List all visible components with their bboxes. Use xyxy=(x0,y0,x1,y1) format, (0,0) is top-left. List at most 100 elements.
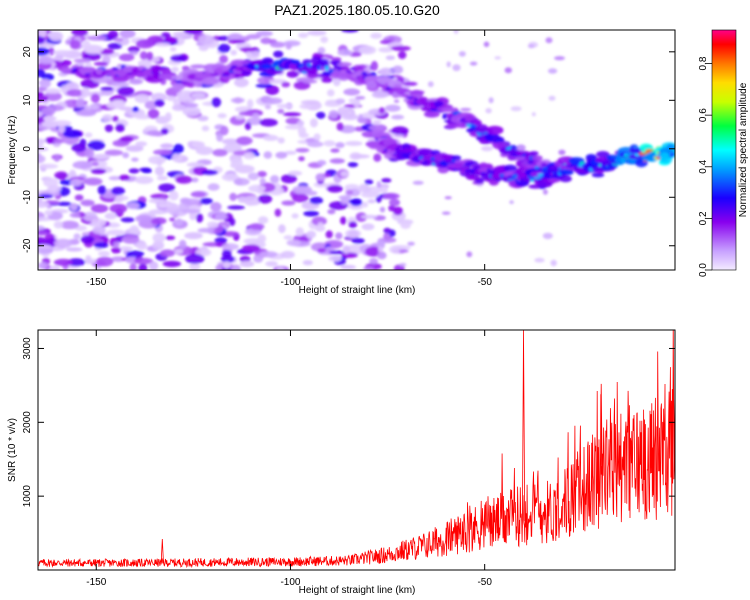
spectrogram-noise-cell xyxy=(326,185,343,193)
spectrogram-noise-cell xyxy=(85,255,92,265)
spectrogram-ridge-cell xyxy=(337,62,352,67)
spectrogram-noise-cell xyxy=(242,244,261,253)
snr-x-axis-label: Height of straight line (km) xyxy=(299,585,416,596)
spectrogram-noise-cell xyxy=(38,142,44,148)
spectrogram-noise-cell xyxy=(43,115,57,122)
spectrogram-noise-cell xyxy=(133,257,154,265)
spectrogram-noise-cell xyxy=(348,221,358,229)
spectrogram-noise-cell xyxy=(74,194,84,201)
spectrogram-noise-cell xyxy=(121,234,140,244)
spectrogram-ridge-cell xyxy=(286,70,299,78)
colorbar-frame xyxy=(711,29,737,271)
spectrogram-noise-cell xyxy=(269,78,287,84)
spectrogram-noise-cell xyxy=(101,114,113,123)
spectrogram-ridge-cell xyxy=(366,80,378,89)
spectrogram-noise-cell xyxy=(191,92,206,99)
spectrogram-noise-cell xyxy=(259,251,278,258)
spectrogram-noise-cell xyxy=(100,86,115,91)
spectrogram-noise-cell xyxy=(164,36,178,43)
spectrogram-noise-cell xyxy=(295,148,310,153)
spectrogram-noise-cell xyxy=(337,49,353,56)
spectrogram-noise-cell xyxy=(316,111,326,119)
spectrogram-noise-cell xyxy=(169,217,176,222)
spectrogram-noise-cell xyxy=(230,97,245,104)
spectrogram-noise-cell xyxy=(373,153,382,162)
spectrogram-noise-cell xyxy=(446,61,451,68)
spectrogram-noise-cell xyxy=(54,171,69,180)
spectrogram-noise-cell xyxy=(93,61,109,66)
spectrogram-noise-cell xyxy=(210,202,222,212)
spectrogram-noise-cell xyxy=(131,157,139,162)
spectrogram-noise-cell xyxy=(364,179,374,185)
spectrogram-noise-cell xyxy=(229,192,237,201)
spectrogram-ridge-cell xyxy=(368,124,386,131)
spectrogram-noise-cell xyxy=(38,111,43,118)
spectrogram-noise-cell xyxy=(190,64,206,69)
spectrogram-noise-cell xyxy=(173,98,181,107)
spectrogram-noise-cell xyxy=(542,232,553,240)
spectrogram-noise-cell xyxy=(265,261,278,267)
spectrogram-noise-cell xyxy=(53,258,73,266)
spectrogram-noise-cell xyxy=(165,235,176,240)
spectrogram-noise-cell xyxy=(38,138,47,144)
spectrogram-noise-cell xyxy=(120,217,135,223)
spectrogram-noise-cell xyxy=(332,76,341,87)
spectrogram-noise-cell xyxy=(298,32,309,38)
spectrogram-noise-cell xyxy=(388,205,396,212)
spectrogram-noise-cell xyxy=(313,133,321,141)
spectrogram-noise-cell xyxy=(154,166,165,176)
spectrogram-noise-cell xyxy=(84,148,95,159)
spectrogram-noise-cell xyxy=(391,114,405,120)
colorbar-gradient xyxy=(712,30,736,270)
spectrogram-noise-cell xyxy=(369,258,378,265)
spectrogram-noise-cell xyxy=(527,44,535,49)
spectrogram-ridge-cell xyxy=(403,81,418,86)
spectrogram-noise-cell xyxy=(341,252,358,258)
spectrogram-noise-cell xyxy=(259,118,278,127)
spectrogram-noise-cell xyxy=(179,197,191,204)
spectrogram-noise-cell xyxy=(282,112,302,117)
spectrogram-noise-cell xyxy=(38,36,45,45)
spectrogram-noise-cell xyxy=(245,200,255,206)
spectrogram-noise-cell xyxy=(378,47,394,53)
spectrogram-noise-cell xyxy=(227,205,246,210)
spectrogram-x-tick-label: -100 xyxy=(280,277,300,288)
spectrogram-noise-cell xyxy=(129,225,140,236)
spectrogram-noise-cell xyxy=(217,35,231,41)
spectrogram-ridge-cell xyxy=(409,90,425,95)
spectrogram-noise-cell xyxy=(379,67,393,77)
spectrogram-noise-cell xyxy=(360,214,378,219)
snr-y-tick-label: 2000 xyxy=(22,411,33,434)
spectrogram-noise-cell xyxy=(66,89,84,97)
spectrogram-noise-cell xyxy=(341,30,359,33)
spectrogram-noise-cell xyxy=(320,36,329,43)
spectrogram-noise-cell xyxy=(220,125,229,136)
spectrogram-noise-cell xyxy=(317,248,326,253)
colorbar-tick-label: 0.8 xyxy=(698,56,709,70)
spectrogram-noise-cell xyxy=(38,231,48,236)
spectrogram-noise-cell xyxy=(185,253,205,264)
spectrogram-noise-cell xyxy=(327,89,335,97)
spectrogram-noise-cell xyxy=(111,247,122,254)
spectrogram-noise-cell xyxy=(119,30,136,39)
spectrogram-noise-cell xyxy=(258,194,273,204)
spectrogram-ridge-cell xyxy=(475,124,489,134)
spectrogram-noise-cell xyxy=(135,39,154,49)
spectrogram-ridge-cell xyxy=(445,123,460,129)
spectrogram-noise-cell xyxy=(197,227,215,233)
spectrogram-noise-cell xyxy=(247,99,254,109)
spectrogram-ridge-cell xyxy=(559,175,572,183)
spectrogram-noise-cell xyxy=(335,232,343,240)
spectrogram-y-tick-label: -20 xyxy=(22,238,33,253)
spectrogram-noise-cell xyxy=(182,106,201,117)
spectrogram-noise-cell xyxy=(126,202,140,210)
spectrogram-noise-cell xyxy=(276,266,285,270)
spectrogram-noise-cell xyxy=(376,181,382,188)
spectrogram-noise-cell xyxy=(92,226,106,235)
spectrogram-noise-cell xyxy=(370,60,378,71)
spectrogram-noise-cell xyxy=(173,143,184,154)
spectrogram-ridge-cell xyxy=(233,74,240,77)
spectrogram-ridge-cell xyxy=(136,71,145,78)
spectrogram-noise-cell xyxy=(246,49,260,60)
spectrogram-noise-cell xyxy=(427,81,434,88)
